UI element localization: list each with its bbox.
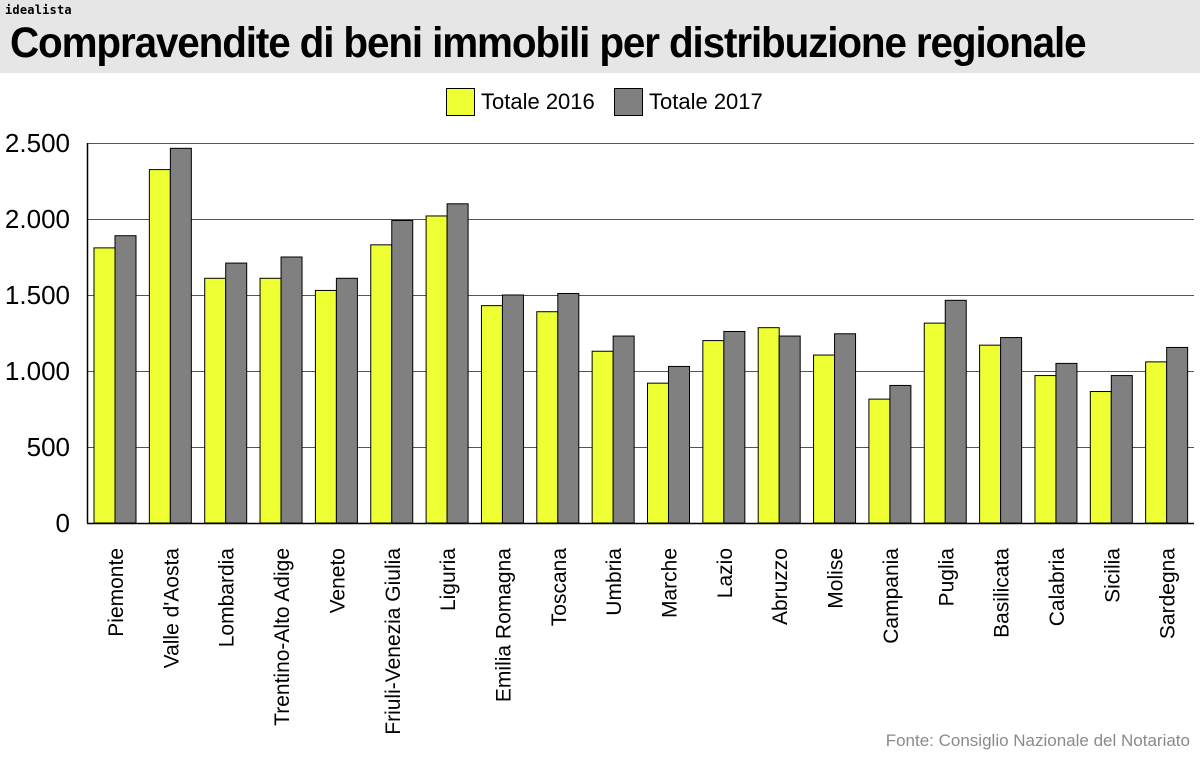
bar-2016 (757, 327, 780, 524)
bar-2016 (1089, 391, 1112, 524)
x-tick-label: Abruzzo (769, 548, 792, 625)
x-tick-label: Friuli-Venezia Giulia (382, 548, 405, 735)
bar-2017 (1000, 337, 1023, 524)
x-tick-label: Lombardia (216, 548, 239, 648)
bar-2017 (834, 333, 857, 524)
bar-2016 (425, 215, 448, 524)
x-tick-label: Puglia (935, 548, 958, 607)
x-tick-label: Liguria (437, 548, 460, 611)
x-tick-label: Lazio (714, 548, 737, 598)
bar-2017 (225, 262, 248, 524)
bar-2017 (501, 294, 524, 524)
x-tick-label: Sicilia (1101, 548, 1124, 603)
bar-2017 (723, 330, 746, 524)
x-tick-label: Valle d'Aosta (160, 548, 183, 669)
x-tick-label: Umbria (603, 548, 626, 616)
legend-label-2016: Totale 2016 (481, 89, 595, 114)
bar-2016 (204, 277, 227, 524)
bar-2016 (923, 322, 946, 524)
bar-2016 (1145, 361, 1168, 524)
bar-2017 (612, 335, 635, 524)
bar-2017 (280, 256, 303, 524)
bar-2016 (259, 277, 282, 524)
legend-swatch-2016 (446, 88, 475, 116)
bar-2016 (93, 247, 116, 524)
bar-2017 (1110, 375, 1133, 524)
bar-2016 (702, 340, 725, 524)
brand-logo: idealista (5, 3, 72, 17)
bar-2016 (813, 354, 836, 524)
bar-2017 (446, 203, 469, 524)
y-tick-label: 500 (27, 432, 70, 462)
x-tick-label: Molise (825, 548, 848, 609)
bar-2017 (889, 384, 912, 524)
legend-label-2017: Totale 2017 (649, 89, 763, 114)
bar-2017 (169, 147, 192, 524)
y-tick-label: 2.000 (5, 204, 70, 234)
legend-swatch-2017 (614, 88, 643, 116)
source-note: Fonte: Consiglio Nazionale del Notariato (885, 731, 1190, 750)
bar-2017 (335, 277, 358, 524)
y-tick-label: 0 (56, 508, 70, 538)
bar-2016 (370, 244, 393, 524)
legend: Totale 2016 Totale 2017 (0, 88, 1200, 116)
bar-2017 (391, 220, 414, 524)
bar-2017 (1055, 362, 1078, 524)
bar-2017 (778, 335, 801, 524)
bar-2016 (979, 344, 1002, 524)
bar-2016 (536, 311, 559, 524)
x-tick-label: Veneto (326, 548, 349, 613)
y-tick-label: 1.000 (5, 356, 70, 386)
title-bar (0, 0, 1200, 73)
bar-2017 (557, 292, 580, 524)
bar-2017 (1166, 346, 1189, 524)
bar-2016 (868, 398, 891, 524)
x-tick-label: Trentino-Alto Adige (271, 548, 294, 726)
bar-2016 (647, 382, 669, 524)
x-tick-label: Campania (880, 548, 903, 644)
x-tick-label: Marche (659, 548, 682, 618)
bar-2016 (1034, 375, 1057, 524)
x-tick-label: Emilia Romagna (492, 548, 515, 702)
y-tick-label: 2.500 (5, 128, 70, 158)
x-tick-label: Sardegna (1157, 548, 1180, 639)
bar-2016 (148, 169, 171, 524)
chart-title: Compravendite di beni immobili per distr… (10, 19, 1087, 67)
bar-2017 (114, 235, 137, 524)
x-tick-label: Basilicata (991, 548, 1014, 638)
bar-2016 (591, 350, 614, 524)
x-tick-label: Calabria (1046, 548, 1069, 627)
bar-2017 (668, 365, 690, 524)
bar-2016 (314, 289, 337, 524)
bar-2017 (944, 299, 967, 524)
x-tick-label: Piemonte (105, 548, 128, 637)
bar-2016 (480, 305, 503, 524)
y-tick-label: 1.500 (5, 280, 70, 310)
x-tick-label: Toscana (548, 548, 571, 627)
